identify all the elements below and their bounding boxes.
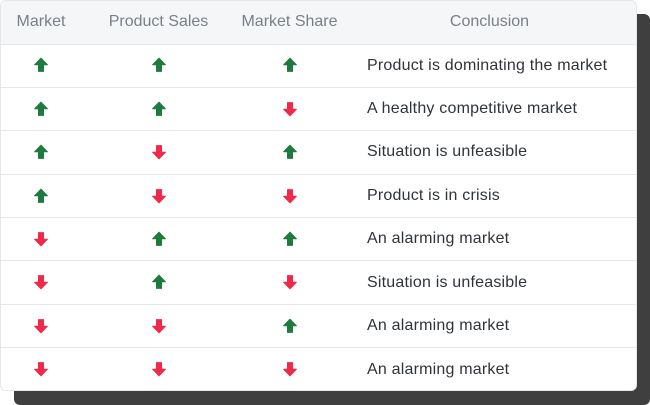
cell-product-sales xyxy=(81,174,236,219)
market-matrix-table: Market Product Sales Market Share Conclu… xyxy=(1,1,636,390)
table-row: An alarming market xyxy=(1,304,636,349)
arrow-down-icon xyxy=(282,101,298,117)
arrow-down-icon xyxy=(151,188,167,204)
arrow-down-icon xyxy=(282,361,298,377)
arrow-up-icon xyxy=(33,144,49,160)
arrow-up-icon xyxy=(33,57,49,73)
cell-market-share xyxy=(236,87,343,132)
cell-product-sales xyxy=(81,217,236,262)
arrow-up-icon xyxy=(151,101,167,117)
table-row: An alarming market xyxy=(1,348,636,390)
cell-product-sales xyxy=(81,87,236,132)
arrow-up-icon xyxy=(151,57,167,73)
arrow-down-icon xyxy=(282,188,298,204)
cell-market xyxy=(1,87,81,132)
arrow-up-icon xyxy=(282,144,298,160)
market-table-card: Market Product Sales Market Share Conclu… xyxy=(0,0,637,391)
cell-market xyxy=(1,260,81,305)
table-row: An alarming market xyxy=(1,217,636,262)
arrow-up-icon xyxy=(33,188,49,204)
arrow-up-icon xyxy=(282,57,298,73)
arrow-down-icon xyxy=(33,361,49,377)
header-market: Market xyxy=(1,1,81,45)
arrow-up-icon xyxy=(33,101,49,117)
cell-market-share xyxy=(236,44,343,88)
cell-market-share xyxy=(236,174,343,219)
arrow-up-icon xyxy=(282,318,298,334)
cell-market xyxy=(1,174,81,219)
cell-market-share xyxy=(236,304,343,349)
cell-conclusion: An alarming market xyxy=(343,304,636,349)
cell-product-sales xyxy=(81,304,236,349)
arrow-up-icon xyxy=(282,231,298,247)
cell-market-share xyxy=(236,348,343,390)
arrow-down-icon xyxy=(33,274,49,290)
table-row: Situation is unfeasible xyxy=(1,260,636,305)
cell-market-share xyxy=(236,260,343,305)
cell-conclusion: Product is in crisis xyxy=(343,174,636,219)
cell-market xyxy=(1,44,81,88)
cell-conclusion: Situation is unfeasible xyxy=(343,260,636,305)
arrow-up-icon xyxy=(151,274,167,290)
table-row: Product is dominating the market xyxy=(1,44,636,88)
cell-conclusion: An alarming market xyxy=(343,217,636,262)
cell-market xyxy=(1,304,81,349)
cell-market xyxy=(1,130,81,175)
cell-product-sales xyxy=(81,348,236,390)
header-product-sales: Product Sales xyxy=(81,1,236,45)
cell-product-sales xyxy=(81,260,236,305)
header-conclusion: Conclusion xyxy=(343,1,636,45)
table-body: Product is dominating the market A health… xyxy=(1,44,636,390)
arrow-down-icon xyxy=(33,318,49,334)
cell-product-sales xyxy=(81,130,236,175)
arrow-down-icon xyxy=(151,144,167,160)
cell-conclusion: A healthy competitive market xyxy=(343,87,636,132)
arrow-down-icon xyxy=(151,361,167,377)
cell-market-share xyxy=(236,130,343,175)
cell-conclusion: Situation is unfeasible xyxy=(343,130,636,175)
arrow-down-icon xyxy=(33,231,49,247)
cell-market xyxy=(1,348,81,390)
cell-conclusion: Product is dominating the market xyxy=(343,44,636,88)
arrow-down-icon xyxy=(151,318,167,334)
table-row: A healthy competitive market xyxy=(1,87,636,132)
cell-product-sales xyxy=(81,44,236,88)
table-row: Situation is unfeasible xyxy=(1,130,636,175)
table-header-row: Market Product Sales Market Share Conclu… xyxy=(1,1,636,45)
arrow-up-icon xyxy=(151,231,167,247)
cell-market xyxy=(1,217,81,262)
cell-conclusion: An alarming market xyxy=(367,360,510,378)
arrow-down-icon xyxy=(282,274,298,290)
cell-market-share xyxy=(236,217,343,262)
table-row: Product is in crisis xyxy=(1,174,636,219)
header-market-share: Market Share xyxy=(236,1,343,45)
